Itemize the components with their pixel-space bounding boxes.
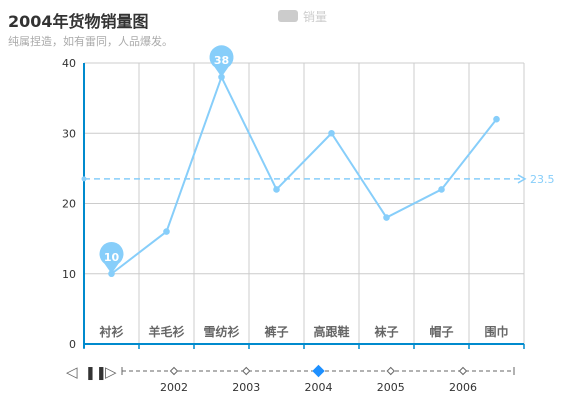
y-tick-label: 30 bbox=[62, 127, 76, 140]
x-tick-label: 羊毛衫 bbox=[148, 324, 184, 339]
data-point[interactable] bbox=[163, 228, 170, 235]
timeline-label: 2005 bbox=[377, 381, 405, 394]
timeline-play-button[interactable]: ❚❚ bbox=[85, 366, 107, 381]
x-tick-label: 衬衫 bbox=[99, 324, 123, 339]
y-tick-label: 10 bbox=[62, 268, 76, 281]
mark-point-pin[interactable] bbox=[99, 242, 124, 274]
x-tick-label: 高跟鞋 bbox=[313, 324, 349, 339]
average-line-arrow bbox=[517, 174, 527, 184]
mark-point-label: 10 bbox=[104, 251, 120, 264]
chart-subtitle: 纯属捏造，如有雷同，人品爆发。 bbox=[8, 35, 173, 48]
timeline-label: 2006 bbox=[449, 381, 477, 394]
timeline-point[interactable] bbox=[386, 366, 395, 376]
average-line-start bbox=[81, 176, 87, 182]
x-tick-label: 裤子 bbox=[264, 324, 288, 339]
timeline-label: 2002 bbox=[160, 381, 188, 394]
x-tick-label: 雪纺衫 bbox=[203, 324, 239, 339]
data-point[interactable] bbox=[493, 115, 500, 123]
mark-point-label: 38 bbox=[214, 54, 229, 67]
timeline-label: 2003 bbox=[232, 381, 260, 394]
timeline-point[interactable] bbox=[458, 366, 468, 376]
timeline-prev-button[interactable]: ◁ bbox=[66, 363, 78, 381]
mark-point-pin[interactable] bbox=[209, 45, 234, 78]
x-tick-label: 帽子 bbox=[429, 324, 453, 339]
x-tick-label: 围巾 bbox=[484, 324, 508, 339]
timeline-point[interactable] bbox=[242, 366, 251, 376]
timeline-point[interactable] bbox=[169, 366, 179, 376]
timeline-point-current[interactable] bbox=[312, 364, 325, 378]
data-point[interactable] bbox=[438, 186, 445, 193]
y-tick-label: 20 bbox=[62, 198, 76, 211]
legend-item[interactable]: 销量 bbox=[278, 8, 327, 24]
legend-label: 销量 bbox=[303, 9, 328, 24]
y-tick-label: 40 bbox=[62, 57, 76, 70]
timeline-label: 2004 bbox=[305, 381, 333, 394]
y-tick-label: 0 bbox=[69, 338, 76, 351]
data-point[interactable] bbox=[273, 186, 280, 193]
legend-swatch bbox=[278, 10, 298, 22]
chart-title: 2004年货物销量图 bbox=[8, 12, 149, 31]
data-point[interactable] bbox=[383, 214, 390, 221]
series-line bbox=[110, 74, 498, 275]
average-line-label: 23.5 bbox=[530, 173, 555, 186]
x-tick-label: 袜子 bbox=[374, 324, 398, 339]
data-point[interactable] bbox=[328, 129, 335, 137]
timeline-next-button[interactable]: ▷ bbox=[105, 363, 117, 381]
